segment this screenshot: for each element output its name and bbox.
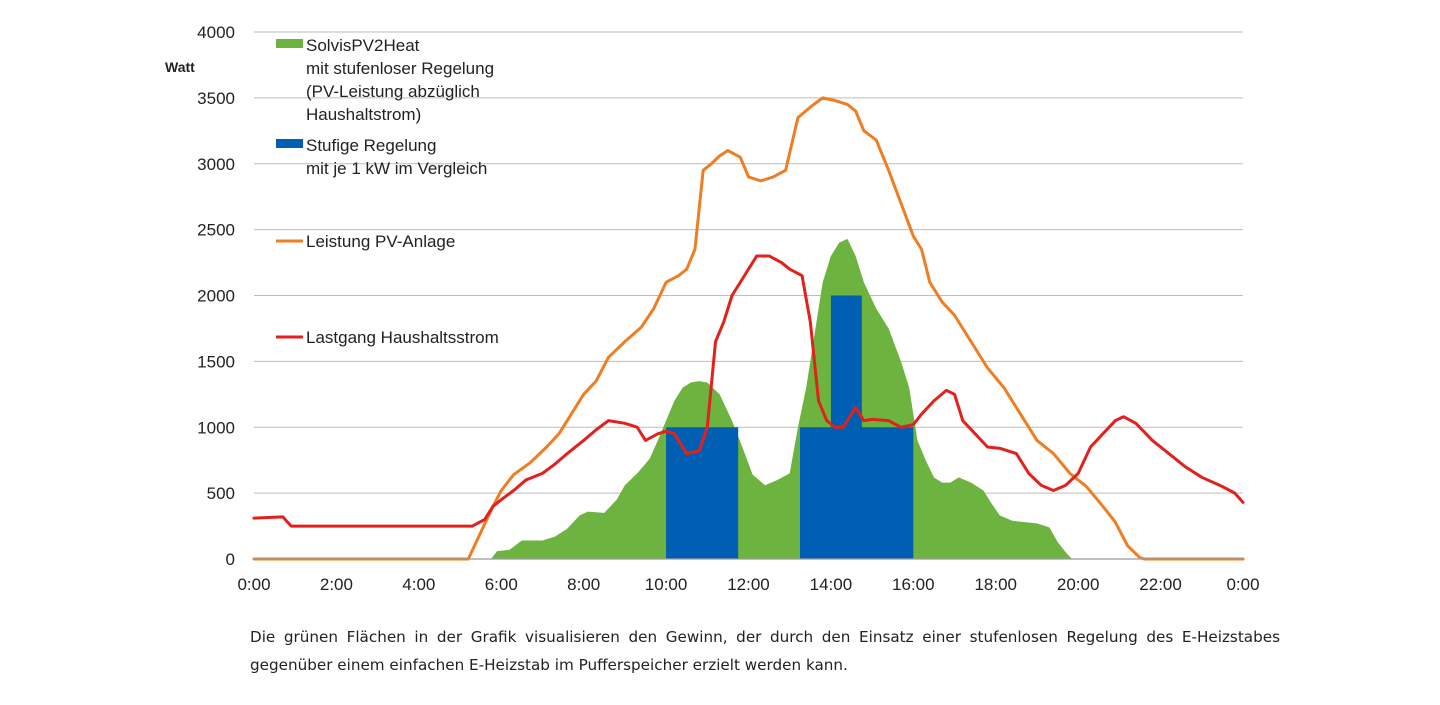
series-line-2 — [252, 96, 1245, 561]
x-tick-label: 16:00 — [892, 575, 935, 594]
x-tick-label: 6:00 — [485, 575, 518, 594]
x-tick-label: 2:00 — [320, 575, 353, 594]
area-series — [490, 238, 1072, 559]
axes: 0 500 1000 1500 2000 2500 3000 3500 4000 0:00 2:00… — [197, 23, 1259, 594]
legend-label: Lastgang Haushaltsstrom — [306, 328, 499, 347]
x-tick-label: 0:00 — [237, 575, 270, 594]
x-tick-label: 10:00 — [645, 575, 688, 594]
x-tick-label: 12:00 — [727, 575, 770, 594]
y-tick-label: 1500 — [197, 352, 235, 371]
x-tick-label: 20:00 — [1057, 575, 1100, 594]
y-tick-label: 2500 — [197, 221, 235, 240]
legend-label: SolvisPV2Heat — [306, 36, 420, 55]
line-series — [252, 96, 1245, 561]
x-tick-label: 4:00 — [402, 575, 435, 594]
x-tick-label: 0:00 — [1226, 575, 1259, 594]
legend-label: (PV-Leistung abzüglich — [306, 82, 480, 101]
legend-box-swatch — [276, 139, 303, 148]
legend-label: mit stufenloser Regelung — [306, 59, 494, 78]
y-tick-label: 0 — [226, 550, 235, 569]
legend-label: Stufige Regelung — [306, 136, 436, 155]
x-tick-label: 18:00 — [974, 575, 1017, 594]
x-tick-label: 22:00 — [1139, 575, 1182, 594]
y-tick-label: 500 — [207, 484, 235, 503]
y-tick-label: 4000 — [197, 23, 235, 42]
series-area-0 — [490, 238, 1072, 559]
y-axis-label: Watt — [165, 59, 195, 75]
caption: Die grünen Flächen in der Grafik visuali… — [250, 628, 1280, 674]
y-tick-label: 3500 — [197, 89, 235, 108]
legend-box-swatch — [276, 39, 303, 48]
gridlines — [254, 31, 1243, 494]
y-tick-label: 2000 — [197, 287, 235, 306]
legend-label: mit je 1 kW im Vergleich — [306, 159, 487, 178]
x-tick-label: 8:00 — [567, 575, 600, 594]
y-tick-label: 3000 — [197, 155, 235, 174]
y-tick-label: 1000 — [197, 418, 235, 437]
series-area-1 — [666, 295, 914, 559]
legend: SolvisPV2Heat mit stufenloser Regelung (PV… — [276, 36, 499, 347]
legend-label: Leistung PV-Anlage — [306, 232, 455, 251]
legend-label: Haushaltstrom) — [306, 105, 421, 124]
x-tick-label: 14:00 — [810, 575, 853, 594]
series-line-3 — [252, 254, 1245, 528]
